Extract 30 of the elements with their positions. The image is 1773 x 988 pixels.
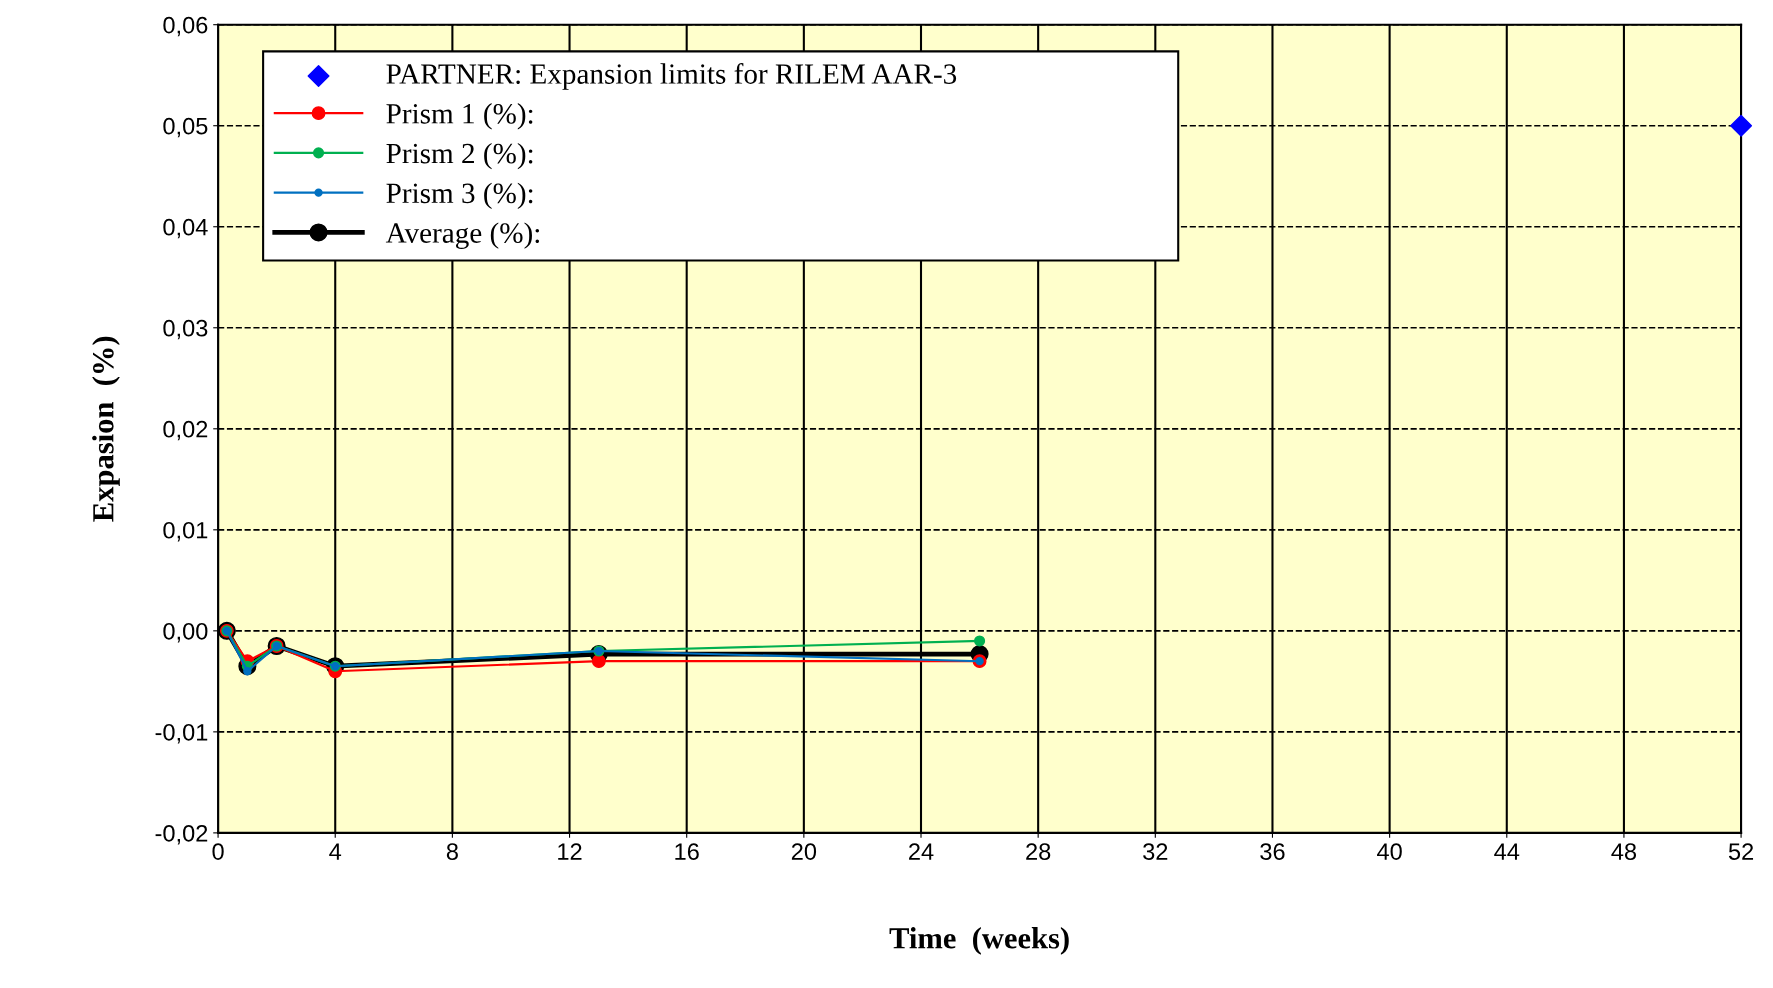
- y-tick-label: 0,06: [163, 16, 208, 37]
- y-tick-label: 0,03: [163, 319, 208, 340]
- y-tick-label: 0,01: [163, 521, 208, 542]
- x-tick-label: 44: [1494, 843, 1520, 860]
- y-tick-label: 0,04: [163, 218, 208, 239]
- y-tick-label: 0,05: [163, 117, 208, 138]
- x-tick-label: 4: [329, 843, 342, 860]
- y-axis-title: Expasion (%): [92, 336, 120, 522]
- legend-label: Prism 1 (%):: [386, 103, 533, 130]
- x-tick-label: 32: [1143, 843, 1168, 860]
- x-tick-label: 24: [909, 843, 934, 860]
- x-tick-label: 28: [1026, 843, 1051, 860]
- legend-label: Average (%):: [385, 222, 539, 249]
- x-tick-label: 36: [1260, 843, 1285, 860]
- y-tick-label: -0,01: [155, 723, 208, 744]
- legend-label: PARTNER: Expansion limits for RILEM AAR-3: [386, 63, 957, 90]
- y-tick-label: 0,00: [163, 622, 208, 643]
- x-tick-label: 48: [1611, 843, 1637, 860]
- x-tick-label: 16: [675, 843, 699, 860]
- x-tick-label: 0: [212, 843, 224, 860]
- x-tick-label: 20: [791, 843, 817, 860]
- legend-label: Prism 3 (%):: [386, 182, 533, 210]
- x-tick-label: 12: [558, 843, 582, 860]
- y-tick-label: -0,02: [155, 824, 208, 845]
- x-tick-label: 8: [446, 843, 458, 860]
- x-tick-label: 40: [1377, 843, 1402, 860]
- legend-label: Prism 2 (%):: [386, 142, 533, 170]
- x-axis-title: Time (weeks): [889, 927, 1069, 955]
- x-tick-label: 52: [1728, 843, 1754, 860]
- y-tick-label: 0,02: [163, 420, 208, 441]
